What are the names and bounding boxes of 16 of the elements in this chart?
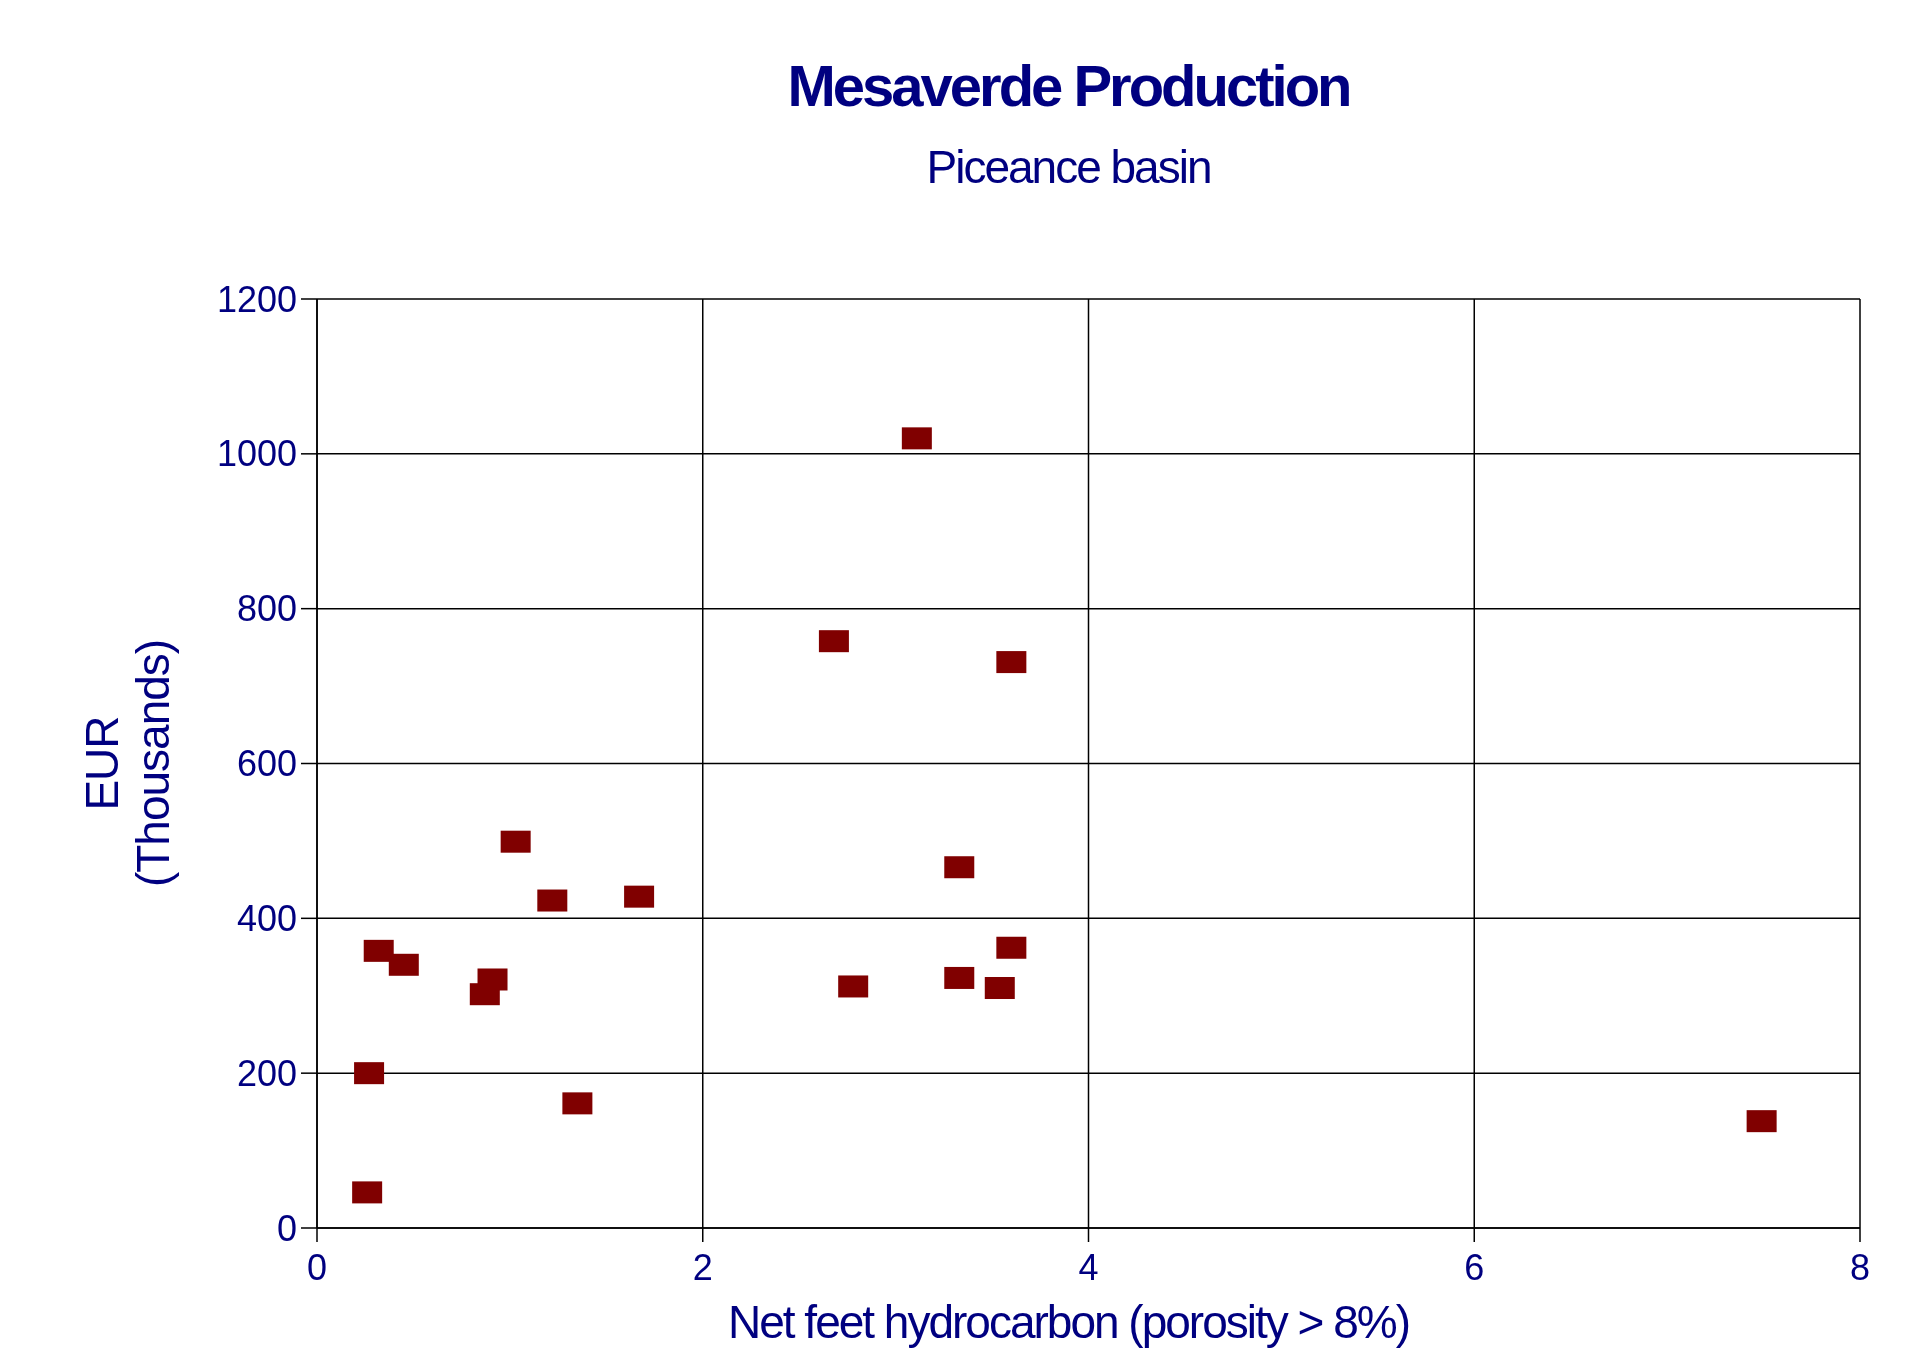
chart-subtitle: Piceance basin (926, 141, 1211, 193)
chart-title: Mesaverde Production (787, 53, 1350, 118)
y-tick-label: 1000 (216, 433, 297, 475)
y-axis-title: EUR (Thousands) (76, 639, 179, 888)
x-axis-title: Net feet hydrocarbon (porosity > 8%) (728, 1296, 1409, 1348)
x-tick-label: 8 (1849, 1247, 1871, 1288)
y-tick-label: 1200 (216, 278, 297, 320)
y-tick-label: 200 (236, 1052, 297, 1094)
y-tick-label: 800 (236, 588, 297, 630)
x-tick-label: 6 (1464, 1247, 1485, 1288)
x-tick-label: 2 (692, 1247, 713, 1288)
y-tick-label: 600 (236, 743, 297, 785)
y-tick-label: 0 (276, 1207, 297, 1249)
y-tick-label: 400 (236, 897, 297, 939)
x-tick-label: 0 (306, 1247, 328, 1288)
x-tick-label: 4 (1078, 1247, 1099, 1288)
